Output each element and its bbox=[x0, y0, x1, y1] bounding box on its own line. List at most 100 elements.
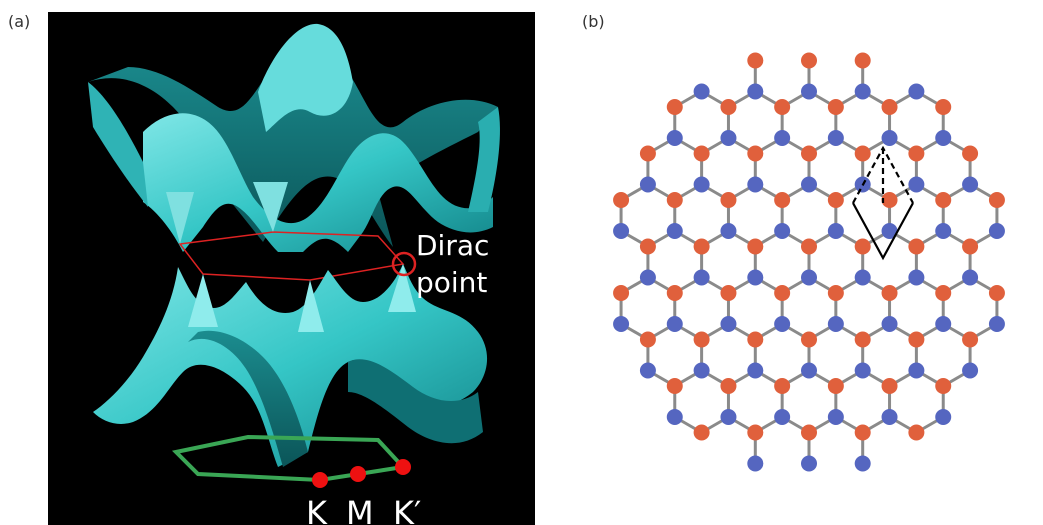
sublattice-a-atom bbox=[747, 238, 764, 255]
sublattice-b-atom bbox=[988, 223, 1005, 239]
sublattice-a-atom bbox=[935, 99, 952, 115]
sublattice-b-atom bbox=[747, 83, 764, 100]
upper-band-back bbox=[88, 46, 498, 247]
upper-band-front bbox=[143, 113, 493, 252]
unit-cell-dashed bbox=[852, 145, 914, 204]
sublattice-a-atom bbox=[988, 192, 1005, 208]
sublattice-a-atom bbox=[693, 331, 710, 348]
dirac-label-line2: point bbox=[416, 266, 487, 299]
sublattice-a-atom bbox=[666, 192, 683, 208]
sublattice-a-atom bbox=[827, 99, 844, 115]
sublattice-b-atom bbox=[881, 130, 898, 146]
sublattice-a-atom bbox=[801, 238, 817, 255]
band-structure-panel: Dirac point K M K′ bbox=[48, 12, 535, 525]
sublattice-a-atom bbox=[935, 285, 952, 301]
dirac-point-marker bbox=[391, 251, 417, 277]
sublattice-a-atom bbox=[935, 192, 952, 208]
m-point-label: M bbox=[346, 494, 374, 525]
sublattice-b-atom bbox=[774, 130, 791, 146]
sublattice-b-atom bbox=[935, 130, 952, 146]
sublattice-b-atom bbox=[693, 362, 710, 379]
sublattice-b-atom bbox=[854, 83, 871, 100]
sublattice-a-atom bbox=[613, 285, 630, 301]
lower-band-right-shadow bbox=[348, 359, 483, 444]
sublattice-a-atom bbox=[774, 99, 791, 115]
sublattice-b-atom bbox=[666, 409, 683, 425]
sublattice-a-atom bbox=[935, 378, 952, 394]
upper-band-left-wing bbox=[88, 82, 148, 207]
band-structure-figure: Dirac point K M K′ bbox=[88, 23, 500, 525]
sublattice-b-atom bbox=[693, 269, 710, 286]
sublattice-a-atom bbox=[774, 378, 791, 394]
sublattice-b-atom bbox=[666, 316, 683, 332]
sublattice-a-atom bbox=[827, 192, 844, 208]
sublattice-b-atom bbox=[639, 176, 656, 193]
sublattice-b-atom bbox=[935, 409, 952, 425]
k-point-label: K bbox=[306, 494, 328, 525]
sublattice-b-atom bbox=[747, 269, 764, 286]
k-prime-point-marker bbox=[395, 459, 411, 475]
sublattice-a-atom bbox=[854, 424, 871, 441]
k-point-marker bbox=[312, 472, 328, 488]
sublattice-a-atom bbox=[881, 378, 898, 394]
sublattice-b-atom bbox=[935, 316, 952, 332]
sublattice-b-atom bbox=[747, 362, 764, 379]
k-prime-point-label: K′ bbox=[393, 494, 421, 525]
unit-cell-solid bbox=[852, 202, 914, 261]
sublattice-b-atom bbox=[801, 83, 817, 100]
sublattice-b-atom bbox=[988, 316, 1005, 332]
sublattice-a-atom bbox=[639, 145, 656, 162]
sublattice-b-atom bbox=[774, 409, 791, 425]
sublattice-b-atom bbox=[908, 362, 925, 379]
sublattice-b-atom bbox=[747, 176, 764, 193]
sublattice-a-atom bbox=[801, 331, 817, 348]
sublattice-a-atom bbox=[801, 145, 817, 162]
dirac-cone-5 bbox=[166, 192, 194, 244]
sublattice-a-atom bbox=[693, 238, 710, 255]
sublattice-b-atom bbox=[613, 223, 630, 239]
sublattice-a-atom bbox=[962, 331, 979, 348]
sublattice-b-atom bbox=[801, 362, 817, 379]
sublattice-b-atom bbox=[908, 83, 925, 100]
dirac-cone-3 bbox=[388, 264, 416, 312]
sublattice-b-atom bbox=[908, 176, 925, 193]
sublattice-b-atom bbox=[639, 362, 656, 379]
unit-cell bbox=[852, 145, 914, 261]
sublattice-b-atom bbox=[693, 176, 710, 193]
sublattice-a-atom bbox=[774, 285, 791, 301]
sublattice-b-atom bbox=[801, 269, 817, 286]
lower-band-shadow bbox=[188, 330, 308, 467]
honeycomb-lattice-panel bbox=[575, 30, 1043, 500]
sublattice-b-atom bbox=[720, 409, 737, 425]
dirac-cone-4 bbox=[253, 182, 288, 232]
sublattice-b-atom bbox=[720, 130, 737, 146]
sublattice-b-atom bbox=[881, 223, 898, 239]
sublattice-a-atom bbox=[666, 285, 683, 301]
sublattice-b-atom bbox=[827, 223, 844, 239]
sublattice-b-atom bbox=[720, 316, 737, 332]
lattice-bonds bbox=[619, 60, 999, 464]
sublattice-a-atom bbox=[747, 424, 764, 441]
sublattice-a-atom bbox=[639, 238, 656, 255]
sublattice-b-atom bbox=[693, 83, 710, 100]
sublattice-a-atom bbox=[988, 285, 1005, 301]
sublattice-b-atom bbox=[962, 362, 979, 379]
sublattice-a-atom bbox=[747, 52, 764, 69]
sublattice-a-atom bbox=[962, 238, 979, 255]
sublattice-b-atom bbox=[639, 269, 656, 286]
sublattice-a-atom bbox=[613, 192, 630, 208]
sublattice-a-atom bbox=[801, 424, 817, 441]
sublattice-b-atom bbox=[854, 455, 871, 472]
sublattice-a-atom bbox=[908, 238, 925, 255]
upper-band-right-wing bbox=[468, 107, 500, 212]
dirac-cone-1 bbox=[188, 274, 218, 327]
sublattice-b-atom bbox=[881, 316, 898, 332]
sublattice-a-atom bbox=[720, 378, 737, 394]
sublattice-b-atom bbox=[747, 455, 764, 472]
sublattice-a-atom bbox=[881, 99, 898, 115]
sublattice-a-atom bbox=[774, 192, 791, 208]
sublattice-a-atom bbox=[747, 145, 764, 162]
panel-a-label: (a) bbox=[8, 12, 31, 31]
upper-band-crest bbox=[258, 23, 353, 132]
sublattice-b-atom bbox=[827, 130, 844, 146]
